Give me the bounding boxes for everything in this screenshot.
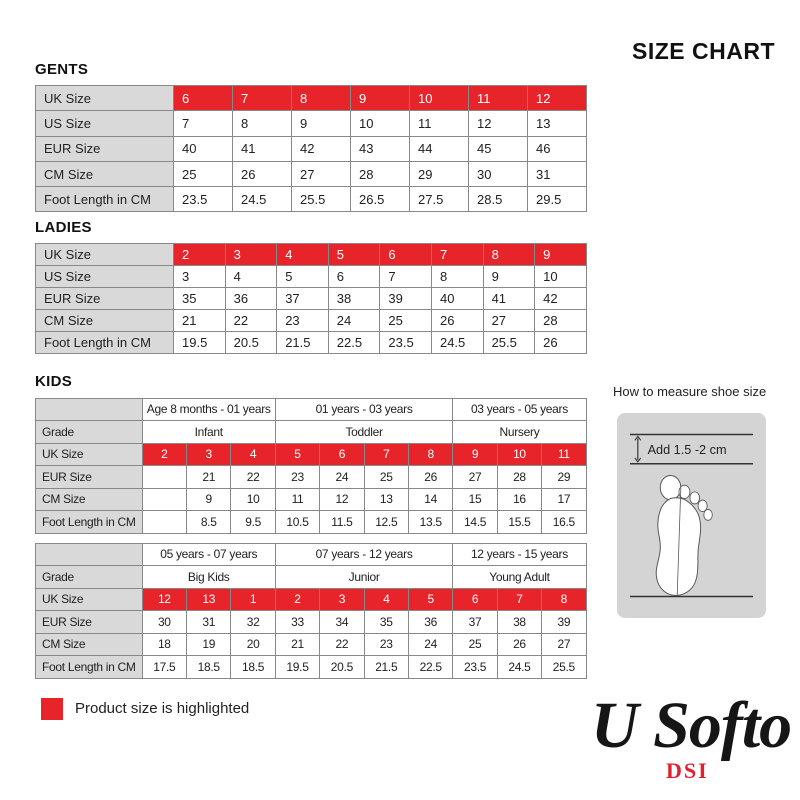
svg-text:Add 1.5 -2 cm: Add 1.5 -2 cm bbox=[648, 443, 727, 457]
